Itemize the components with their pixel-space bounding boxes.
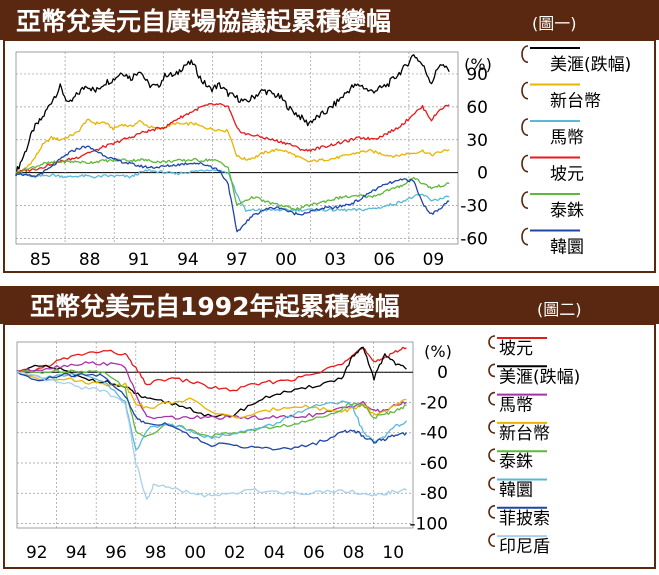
legend-bracket — [488, 476, 496, 491]
series-line — [15, 145, 450, 233]
series-line — [15, 118, 450, 174]
x-tick-label: 04 — [264, 543, 286, 563]
legend-bracket — [521, 154, 529, 173]
y-tick-label: 60 — [466, 98, 488, 118]
x-tick-label: 00 — [184, 543, 206, 563]
x-tick-label: 88 — [79, 250, 101, 270]
legend-label: 新台幣 — [550, 92, 601, 112]
series-line — [16, 370, 407, 501]
legend-label: 韓圜 — [550, 238, 584, 258]
x-tick-label: 96 — [105, 543, 127, 563]
x-tick-label: 09 — [423, 250, 445, 270]
x-tick-label: 08 — [343, 543, 365, 563]
y-tick-label: -80 — [420, 484, 448, 504]
series-line — [16, 368, 407, 438]
chart2-frame — [3, 323, 656, 569]
legend-bracket — [488, 505, 496, 519]
legend-label: 馬幣 — [550, 128, 584, 148]
y-tick-label: -30 — [460, 197, 488, 217]
series-line — [15, 103, 450, 174]
legend-bracket — [488, 448, 496, 463]
legend-bracket — [521, 191, 529, 210]
y-tick-label: 0 — [437, 363, 448, 383]
plot-area — [15, 51, 459, 245]
x-tick-label: 06 — [374, 250, 396, 270]
x-tick-label: 00 — [275, 250, 297, 270]
legend-label: 坡元 — [499, 339, 533, 359]
chart1-subtitle: (圖一) — [532, 14, 577, 33]
y-tick-label: -60 — [420, 454, 448, 474]
series-line — [15, 54, 450, 177]
y-tick-label: -60 — [460, 230, 488, 250]
chart2-subtitle: (圖二) — [537, 300, 582, 319]
unit-label: (%) — [464, 55, 492, 74]
legend-label: 泰銖 — [499, 452, 533, 472]
legend-bracket — [521, 45, 529, 64]
legend-label: 韓圜 — [499, 481, 533, 501]
y-tick-label: -20 — [420, 393, 448, 413]
chart2-title-banner — [0, 286, 659, 324]
chart1-title-banner — [0, 0, 659, 40]
legend-bracket — [488, 363, 496, 378]
series-line — [16, 346, 407, 392]
legend-label: 新台幣 — [499, 424, 550, 444]
legend-bracket — [488, 533, 496, 548]
x-tick-label: 06 — [303, 543, 325, 563]
legend-label: 泰銖 — [550, 201, 584, 221]
legend-bracket — [488, 391, 496, 406]
x-tick-label: 02 — [224, 543, 246, 563]
legend-label: 坡元 — [550, 165, 584, 185]
y-tick-label: 0 — [477, 164, 488, 184]
legend-bracket — [488, 335, 496, 349]
legend-bracket — [488, 420, 496, 434]
x-tick-label: 94 — [66, 543, 88, 563]
x-tick-label: 03 — [324, 250, 346, 270]
y-tick-label: 30 — [466, 131, 488, 151]
legend-label: 美滙(跌幅) — [550, 55, 631, 75]
legend-bracket — [521, 227, 529, 246]
series-line — [16, 371, 407, 419]
y-tick-label: 90 — [466, 65, 488, 85]
series-line — [16, 369, 408, 451]
x-tick-label: 97 — [226, 250, 248, 270]
x-tick-label: 94 — [177, 250, 199, 270]
legend-label: 美滙(跌幅) — [499, 367, 580, 387]
y-tick-label: -100 — [409, 514, 448, 534]
x-tick-label: 98 — [145, 543, 167, 563]
x-tick-label: 85 — [30, 250, 52, 270]
chart1-plot: 90 60 30 0 -30 -60 (%) 85 88 91 94 97 00 03 06 09 — [15, 51, 492, 270]
unit-label: (%) — [424, 342, 452, 361]
chart1-title: 亞幣兌美元自廣場協議起累積變幅 — [16, 7, 391, 36]
legend-bracket — [521, 118, 529, 137]
chart1-frame — [3, 39, 656, 273]
legend-label: 菲披索 — [499, 509, 550, 529]
series-line — [15, 157, 450, 211]
legend-label: 印尼盾 — [499, 537, 550, 557]
chart2-title: 亞幣兌美元自1992年起累積變幅 — [30, 292, 400, 321]
x-tick-label: 10 — [382, 543, 404, 563]
x-tick-label: 92 — [26, 543, 48, 563]
series-line — [16, 371, 408, 451]
legend-bracket — [521, 81, 529, 100]
x-tick-label: 91 — [128, 250, 150, 270]
y-tick-label: -40 — [420, 424, 448, 444]
chart2-plot: 0 -20 -40 -60 -80 -100 (%) 92 94 96 98 00 02 04 06 08 10 — [16, 341, 452, 563]
legend-label: 馬幣 — [499, 396, 533, 416]
